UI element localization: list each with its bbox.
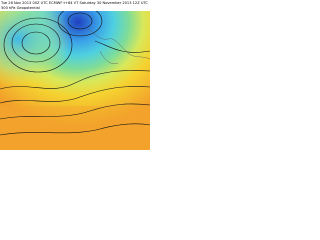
field-overlay <box>0 11 150 150</box>
coastlines <box>87 28 150 64</box>
page: {"header": {"line1": "Tue 26 Nov 2013 00… <box>0 0 150 150</box>
warm-band <box>0 106 150 150</box>
map-header: Tue 26 Nov 2013 00Z UTC ECMWF t+84 VT Sa… <box>1 1 148 5</box>
weather-map <box>0 11 150 150</box>
contours <box>0 11 150 136</box>
map-subheader: 500 hPa Geopotential <box>1 6 40 10</box>
